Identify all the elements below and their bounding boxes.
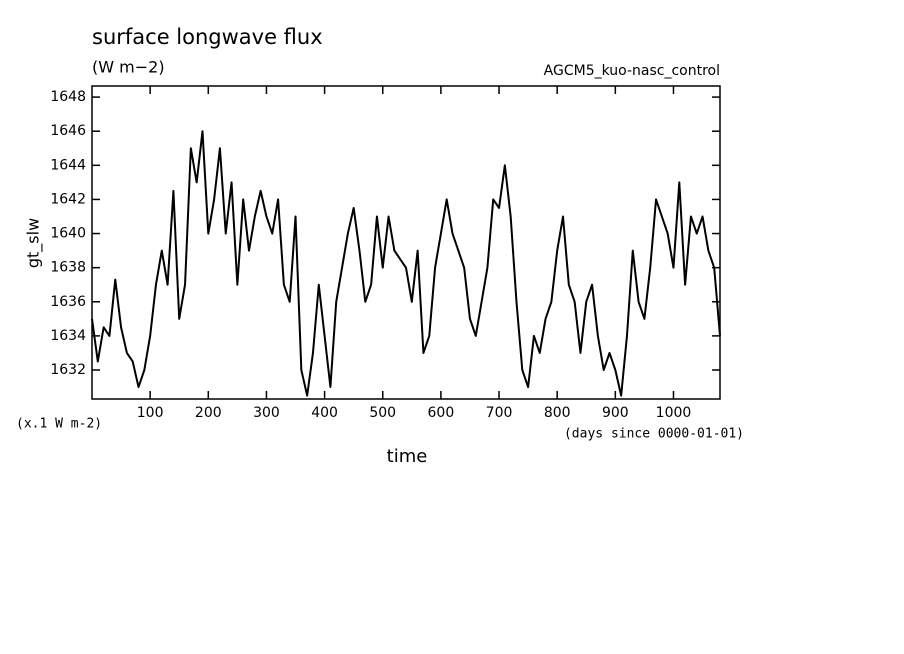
plot-frame bbox=[91, 85, 721, 400]
y-tick-label: 1648 bbox=[50, 89, 86, 105]
y-units: (x.1 W m-2) bbox=[16, 417, 102, 432]
x-tick-label: 200 bbox=[195, 405, 222, 421]
data-line bbox=[91, 130, 721, 397]
y-tick-label: 1632 bbox=[50, 362, 86, 378]
x-tick-label: 800 bbox=[544, 405, 571, 421]
y-tick-label: 1640 bbox=[50, 226, 86, 242]
x-tick-label: 900 bbox=[602, 405, 629, 421]
annotation: AGCM5_kuo-nasc_control bbox=[544, 63, 720, 79]
y-tick-label: 1644 bbox=[50, 157, 86, 173]
y-tick-label: 1642 bbox=[50, 191, 86, 207]
x-tick-label: 400 bbox=[311, 405, 338, 421]
y-tick-label: 1636 bbox=[50, 294, 86, 310]
x-tick-label: 300 bbox=[253, 405, 280, 421]
chart-title: surface longwave flux bbox=[92, 25, 323, 49]
y-axis-label: gt_slw bbox=[24, 218, 44, 268]
x-axis-label: time bbox=[387, 446, 428, 467]
y-tick-label: 1634 bbox=[50, 328, 86, 344]
y-tick-label: 1646 bbox=[50, 123, 86, 139]
x-tick-label: 1000 bbox=[656, 405, 692, 421]
x-tick-label: 100 bbox=[137, 405, 164, 421]
y-tick-label: 1638 bbox=[50, 260, 86, 276]
x-tick-label: 700 bbox=[486, 405, 513, 421]
x-units: (days since 0000-01-01) bbox=[564, 427, 744, 442]
subtitle: (W m−2) bbox=[92, 58, 165, 77]
x-tick-label: 600 bbox=[428, 405, 455, 421]
x-tick-label: 500 bbox=[369, 405, 396, 421]
